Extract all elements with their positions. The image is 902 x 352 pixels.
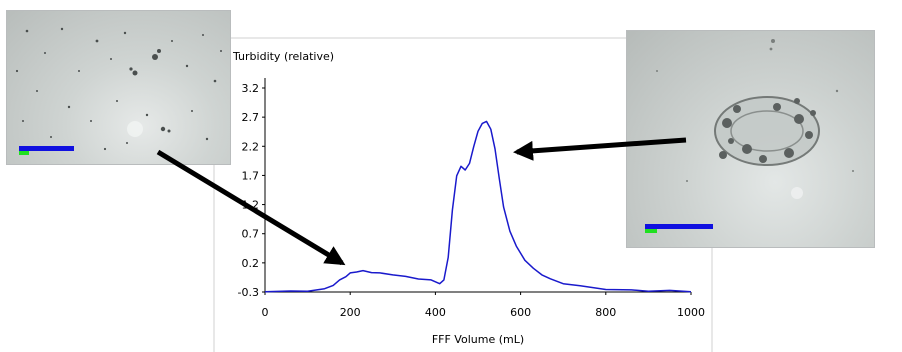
micrograph-small-particles (6, 10, 231, 165)
y-tick-label: 0.7 (242, 228, 260, 241)
scale-marker-left (19, 151, 29, 155)
scale-bar-left (19, 146, 74, 151)
x-tick-label: 800 (595, 306, 616, 319)
x-tick-label: 600 (510, 306, 531, 319)
x-tick-label: 0 (262, 306, 269, 319)
light-glare-right (791, 187, 803, 199)
y-tick-label: -0.3 (238, 286, 259, 299)
scale-marker-right (645, 229, 657, 233)
micrograph-left-image (7, 11, 230, 164)
y-tick-label: 1.7 (242, 169, 260, 182)
x-tick-labels: 0 200 400 600 800 1000 (262, 292, 706, 319)
aggregate-particle (715, 97, 819, 165)
y-tick-label: 0.2 (242, 257, 260, 270)
micrograph-large-aggregate (626, 30, 875, 248)
x-tick-label: 400 (425, 306, 446, 319)
x-tick-label: 1000 (677, 306, 705, 319)
light-glare-left (127, 121, 143, 137)
particles-left (16, 28, 222, 150)
y-tick-label: 2.2 (242, 140, 260, 153)
y-tick-label: 2.7 (242, 111, 260, 124)
scale-bar-right (645, 224, 713, 229)
y-axis-label: Turbidity (relative) (232, 50, 334, 63)
x-tick-label: 200 (340, 306, 361, 319)
y-tick-labels: -0.3 0.2 0.7 1.2 1.7 2.2 2.7 3.2 (238, 82, 265, 299)
micrograph-right-image (627, 31, 874, 247)
y-tick-label: 3.2 (242, 82, 260, 95)
y-tick-label: 1.2 (242, 199, 260, 212)
x-axis-label: FFF Volume (mL) (432, 333, 524, 346)
